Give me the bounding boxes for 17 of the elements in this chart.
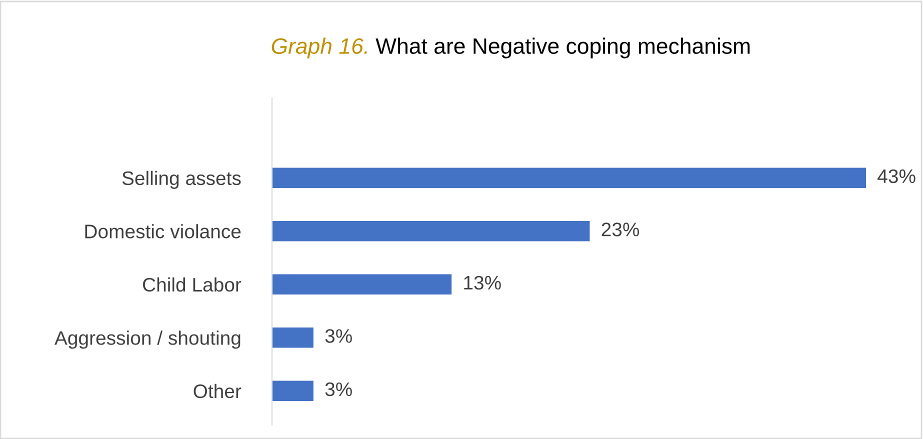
bar xyxy=(272,168,866,188)
bar xyxy=(272,328,314,348)
y-tick-label: Domestic violance xyxy=(85,224,241,238)
y-tick-label: Selling assets xyxy=(122,170,241,189)
chart-subtitle: Graph 16. xyxy=(272,38,367,58)
y-tick-label: Other xyxy=(194,384,242,398)
data-label: 3% xyxy=(325,382,352,396)
data-label: 13% xyxy=(464,276,501,290)
bar xyxy=(272,274,452,295)
bar xyxy=(272,380,314,402)
data-label: 43% xyxy=(878,169,916,184)
y-tick-label: Aggression / shouting xyxy=(54,330,240,349)
y-tick-label: Child Labor xyxy=(142,277,242,292)
bar xyxy=(272,221,590,242)
chart-title: What are Negative coping mechanism xyxy=(376,38,750,58)
data-label: 3% xyxy=(325,329,352,343)
data-label: 23% xyxy=(602,222,640,236)
